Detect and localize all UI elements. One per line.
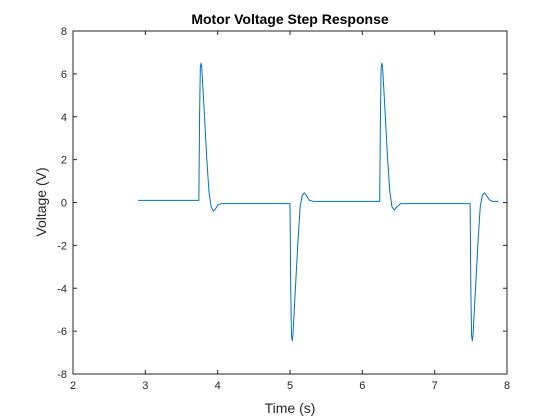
plot-frame <box>72 30 508 375</box>
chart-title: Motor Voltage Step Response <box>191 11 389 27</box>
y-tick-label: 6 <box>61 69 67 81</box>
y-tick-label: 8 <box>61 26 67 38</box>
x-tick-label: 8 <box>504 380 510 392</box>
x-tick-label: 5 <box>287 380 293 392</box>
x-tick-label: 4 <box>215 380 221 392</box>
y-tick-label: -4 <box>57 283 67 295</box>
series-line <box>138 62 499 342</box>
x-tick-label: 3 <box>142 380 148 392</box>
plot-area <box>73 31 507 374</box>
x-tick-label: 2 <box>70 380 76 392</box>
x-axis-label: Time (s) <box>265 400 316 416</box>
y-tick-label: 2 <box>61 155 67 167</box>
x-tick-label: 7 <box>432 380 438 392</box>
y-tick-label: -8 <box>57 369 67 381</box>
y-tick-label: -2 <box>57 240 67 252</box>
y-tick-label: 4 <box>61 112 67 124</box>
x-ticks: 2 3 4 5 6 7 8 <box>70 31 510 392</box>
y-tick-label: -6 <box>57 326 67 338</box>
y-tick-label: 0 <box>61 198 67 210</box>
x-tick-label: 6 <box>359 380 365 392</box>
y-axis-label: Voltage (V) <box>33 167 49 236</box>
series-layer <box>138 62 499 342</box>
